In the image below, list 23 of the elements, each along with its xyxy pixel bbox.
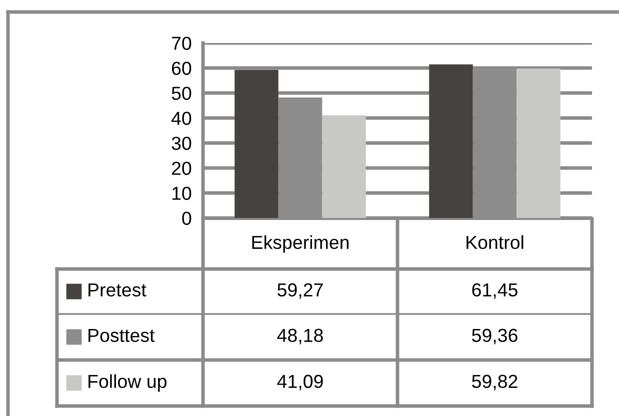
data-label: 61,45 [472,283,518,299]
legend-label: Pretest [88,283,146,297]
y-tick-label: 50 [172,86,192,100]
y-tick-label: 30 [172,136,192,150]
data-label: 59,27 [278,283,323,299]
bar [322,115,366,218]
data-label: 59,82 [472,374,518,390]
x-tick-label: Kontrol [466,235,524,250]
bar [516,68,560,218]
bar [429,64,473,218]
x-tick-label: Eksperimen [252,235,349,253]
legend-label: Follow up [88,374,166,392]
data-label: 41,09 [277,374,323,390]
y-tick-label: 0 [182,212,192,225]
bar [234,70,278,218]
data-label: 48,18 [277,328,323,344]
y-tick-label: 20 [172,162,192,175]
y-tick-label: 70 [172,36,192,50]
y-tick-label: 60 [172,62,192,75]
legend-label: Posttest [88,328,155,342]
y-tick-label: 40 [171,112,192,125]
y-tick-label: 10 [172,186,192,200]
data-label: 59,36 [472,328,518,344]
